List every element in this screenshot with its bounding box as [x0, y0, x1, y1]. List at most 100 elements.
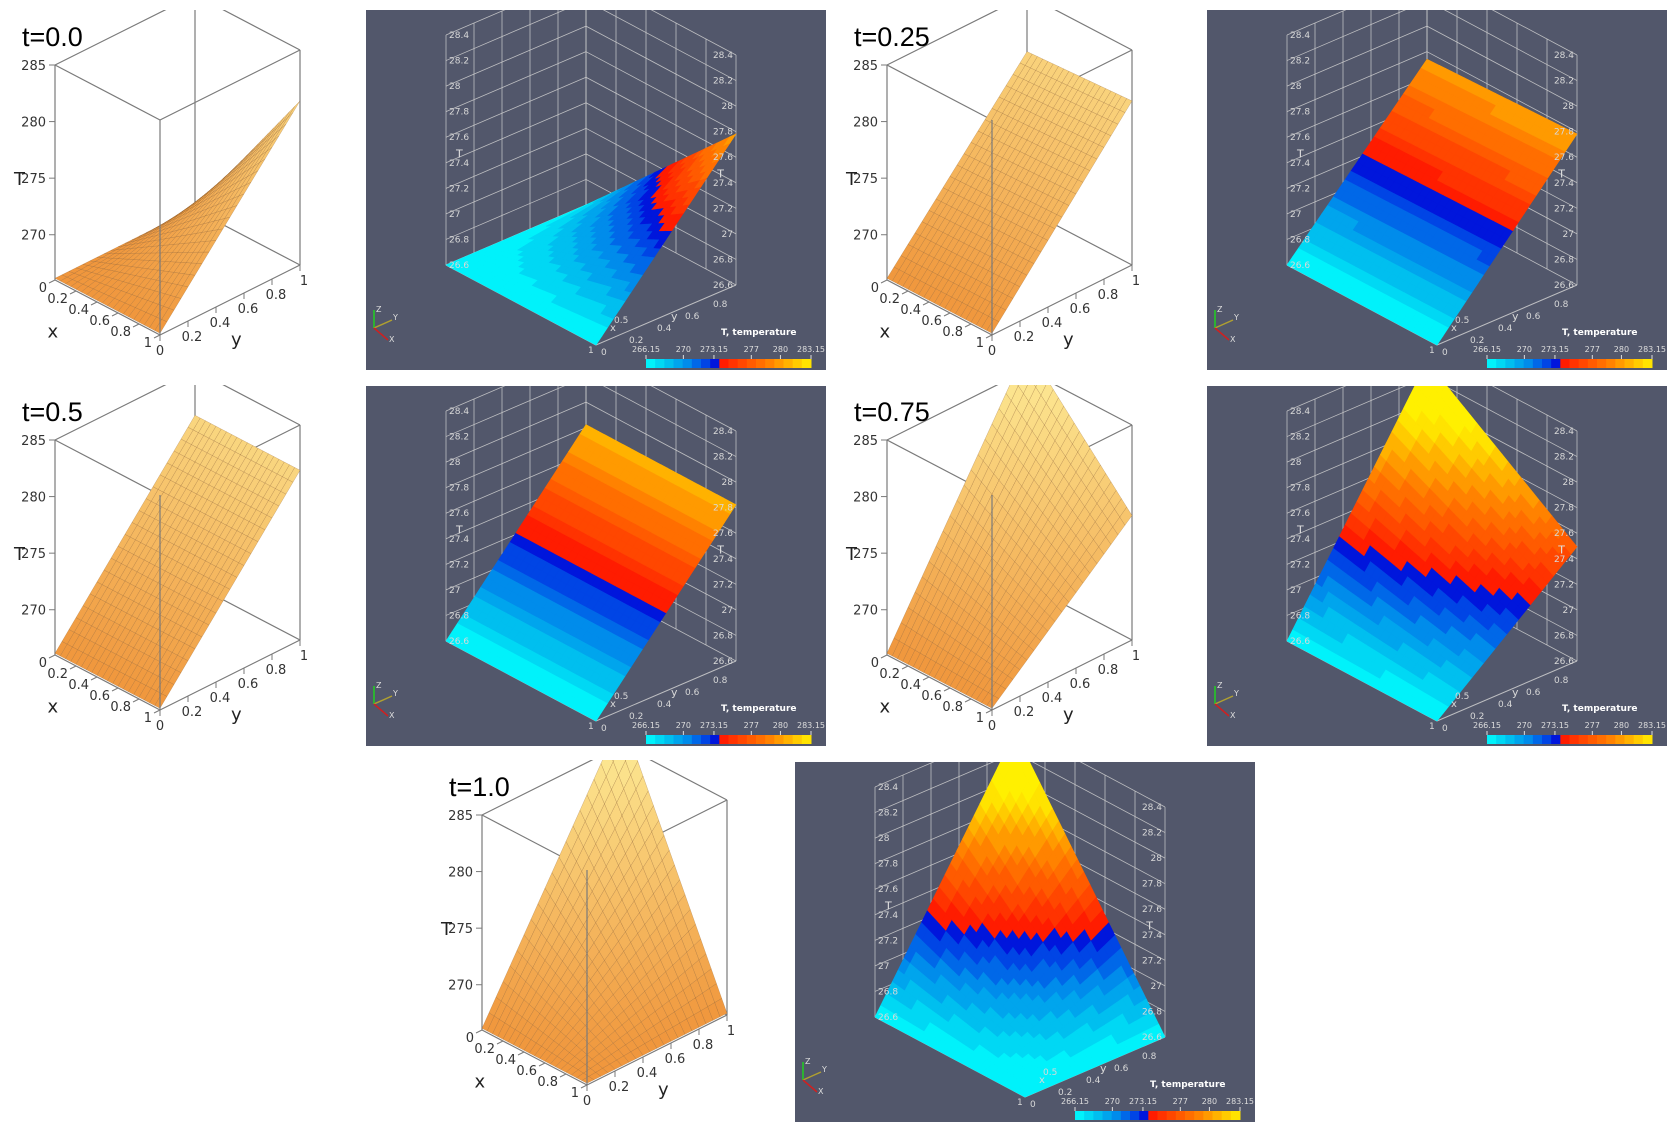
- time-label: t=0.0: [22, 22, 83, 53]
- colorbar-segment: [1634, 359, 1644, 368]
- colorbar-segment: [1625, 735, 1635, 744]
- colorbar-tick-label: 283.15: [797, 721, 825, 730]
- x-tick-label: 0.5: [614, 316, 628, 326]
- z-tick-label-right: 27.8: [449, 484, 469, 494]
- colorbar-segment: [1570, 735, 1580, 744]
- y-tick-label: 0: [583, 1094, 591, 1109]
- x-tick: [881, 655, 887, 658]
- colorbar-segment: [1551, 359, 1561, 368]
- colorbar-segment: [765, 359, 775, 368]
- y-axis-label: y: [231, 330, 242, 351]
- x-tick: [944, 688, 950, 691]
- colorbar-segment: [1515, 359, 1525, 368]
- z-tick-label-left: 26.6: [1554, 281, 1574, 291]
- surface-svg: 270275280285T00.20.40.60.81x00.20.40.60.…: [0, 10, 360, 385]
- z-tick-label: 285: [448, 809, 473, 824]
- x-tick: [986, 335, 992, 338]
- y-tick-label: 0.8: [713, 676, 728, 686]
- colorbar-segment: [756, 359, 766, 368]
- z-tick-label-left: 28.2: [1554, 453, 1574, 463]
- z-tick-label-right: 28.4: [449, 31, 469, 41]
- contour-svg: 26.626.626.826.8272727.227.227.427.427.6…: [366, 10, 826, 370]
- colorbar-segment: [1551, 735, 1561, 744]
- colorbar-segment: [1533, 735, 1543, 744]
- z-axis-label-right: T: [1296, 524, 1304, 537]
- z-tick-label-right: 28.4: [449, 407, 469, 417]
- z-axis-label-left: T: [716, 168, 724, 181]
- x-tick: [923, 302, 929, 305]
- z-tick-label-left: 28.4: [713, 427, 733, 437]
- x-tick: [518, 1052, 524, 1055]
- colorbar-segment: [646, 359, 656, 368]
- orientation-x-label: X: [1230, 335, 1236, 344]
- box-edge: [160, 50, 300, 120]
- z-axis-label-right: T: [1296, 148, 1304, 161]
- y-tick-label: 0.8: [693, 1038, 714, 1053]
- z-tick-label-left: 28: [1563, 478, 1575, 488]
- z-tick-label-left: 27.6: [1554, 153, 1574, 163]
- z-tick-label-left: 28.2: [1554, 77, 1574, 87]
- colorbar-tick-label: 266.15: [1473, 721, 1501, 730]
- x-tick: [902, 291, 908, 294]
- colorbar-segment: [1615, 359, 1625, 368]
- y-tick-label: 0.4: [1498, 324, 1513, 334]
- orientation-y-label: Y: [1233, 313, 1239, 322]
- colorbar-segment: [1570, 359, 1580, 368]
- x-axis-label: x: [48, 697, 59, 718]
- orientation-z-label: Z: [1217, 305, 1223, 314]
- x-tick: [944, 313, 950, 316]
- colorbar-segment: [1496, 359, 1506, 368]
- colorbar-tick-label: 273.15: [1541, 345, 1569, 354]
- colorbar-segment: [1533, 359, 1543, 368]
- contour-svg: 26.626.626.826.8272727.227.227.427.427.6…: [795, 762, 1255, 1122]
- orientation-x-icon: [1215, 328, 1229, 340]
- x-axis-label: x: [48, 322, 59, 343]
- z-axis-label: T: [13, 544, 26, 565]
- z-tick-label: 280: [853, 491, 878, 506]
- colorbar-segment: [655, 735, 665, 744]
- colorbar-segment: [1643, 735, 1653, 744]
- y-tick-label: 0.2: [1014, 705, 1035, 720]
- z-tick-label-left: 28.4: [1554, 427, 1574, 437]
- z-tick-label-left: 26.8: [1554, 631, 1574, 641]
- x-tick: [112, 313, 118, 316]
- z-tick-label-left: 28.2: [713, 77, 733, 87]
- y-tick-label: 0.4: [1498, 700, 1513, 710]
- orientation-y-label: Y: [392, 313, 398, 322]
- z-tick-label-left: 27.6: [713, 529, 733, 539]
- colorbar-title: T, temperature: [721, 704, 797, 714]
- x-tick: [497, 1041, 503, 1044]
- z-tick-label-left: 27.6: [713, 153, 733, 163]
- x-tick-label: 1: [1429, 346, 1435, 356]
- x-tick-label: 0.8: [110, 700, 131, 715]
- z-tick-label-left: 27: [1563, 230, 1574, 240]
- colorbar-segment: [793, 735, 803, 744]
- colorbar-segment: [738, 359, 748, 368]
- z-tick-label-right: 27.8: [1290, 108, 1310, 118]
- z-tick-label-right: 26.8: [1290, 611, 1310, 621]
- surface-svg: 270275280285T00.20.40.60.81x00.20.40.60.…: [0, 385, 360, 760]
- z-axis-label-right: T: [455, 148, 463, 161]
- z-axis-label-left: T: [1557, 168, 1565, 181]
- surface-svg: 270275280285T00.20.40.60.81x00.20.40.60.…: [832, 385, 1192, 760]
- colorbar-segment: [1606, 735, 1616, 744]
- surface-svg: 270275280285T00.20.40.60.81x00.20.40.60.…: [832, 10, 1192, 385]
- colorbar-tick-label: 277: [1585, 345, 1600, 354]
- z-tick-label-right: 27.6: [449, 133, 469, 143]
- colorbar-segment: [1487, 735, 1497, 744]
- z-tick-label-left: 27.8: [1554, 128, 1574, 138]
- y-tick-label: 0: [156, 344, 164, 359]
- box-edge: [195, 10, 300, 50]
- z-tick-label: 280: [21, 116, 46, 131]
- z-tick-label-right: 26.8: [449, 611, 469, 621]
- orientation-y-icon: [1215, 696, 1233, 704]
- surface-svg: 270275280285T00.20.40.60.81x00.20.40.60.…: [427, 760, 787, 1135]
- orientation-x-label: X: [1230, 711, 1236, 720]
- z-tick-label-left: 27.8: [713, 504, 733, 514]
- z-tick-label: 285: [21, 434, 46, 449]
